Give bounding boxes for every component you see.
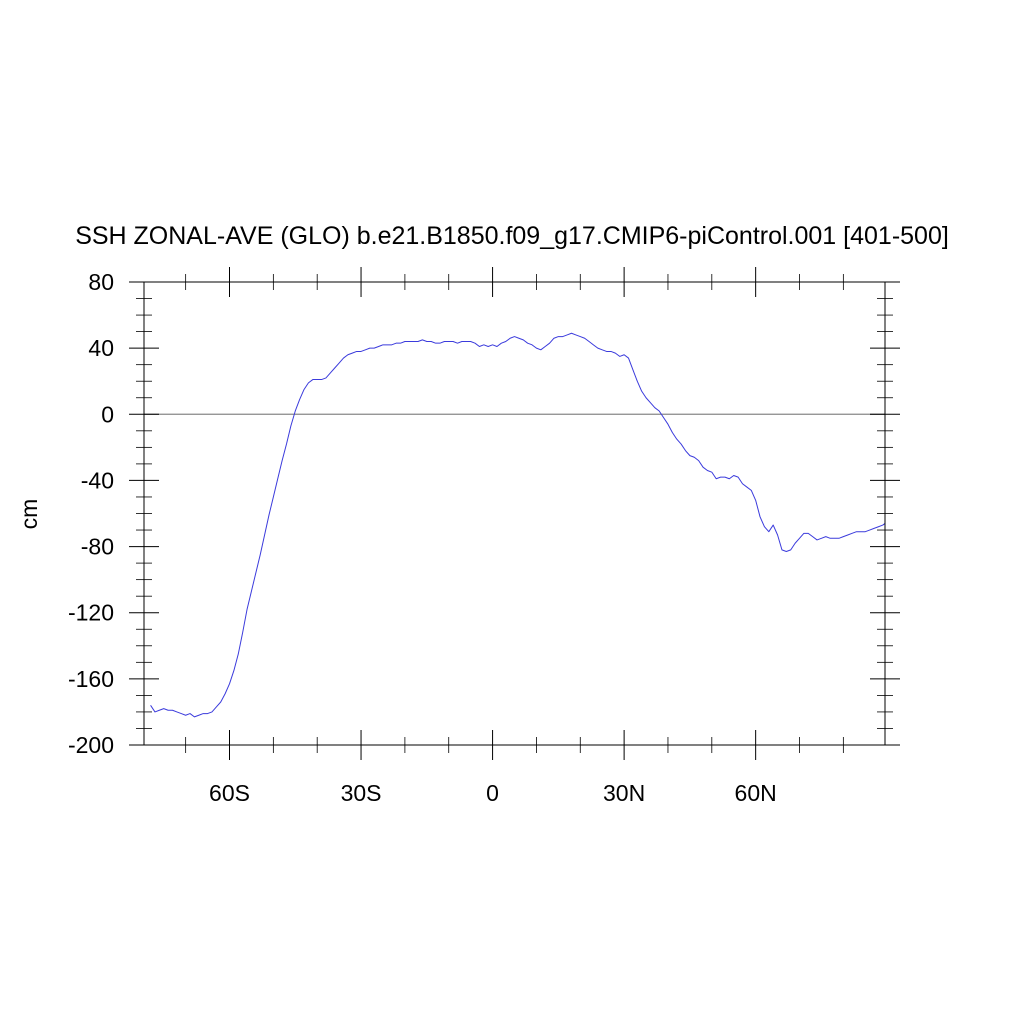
plot-frame	[143, 281, 886, 746]
y-tick-label: 0	[101, 401, 114, 427]
y-tick-label: -160	[68, 666, 114, 692]
x-tick-label: 0	[486, 780, 499, 806]
y-tick-label: 40	[88, 335, 114, 361]
chart-title: SSH ZONAL-AVE (GLO) b.e21.B1850.f09_g17.…	[75, 222, 949, 250]
y-tick-label: -120	[68, 600, 114, 626]
x-tick-label: 30S	[341, 780, 382, 806]
y-axis-label: cm	[16, 499, 42, 530]
x-tick-label: 60N	[735, 780, 777, 806]
series-line-0	[150, 332, 886, 718]
x-tick-label: 60S	[209, 780, 250, 806]
y-tick-label: -200	[68, 732, 114, 758]
plot-area: 80 40 0 -40 -80 -120 -160 -200 60S 30S 0 30N 60N	[68, 267, 900, 806]
y-tick-label: -40	[81, 467, 114, 493]
y-tick-label: -80	[81, 534, 114, 560]
y-tick-label: 80	[88, 269, 114, 295]
x-tick-label: 30N	[603, 780, 645, 806]
